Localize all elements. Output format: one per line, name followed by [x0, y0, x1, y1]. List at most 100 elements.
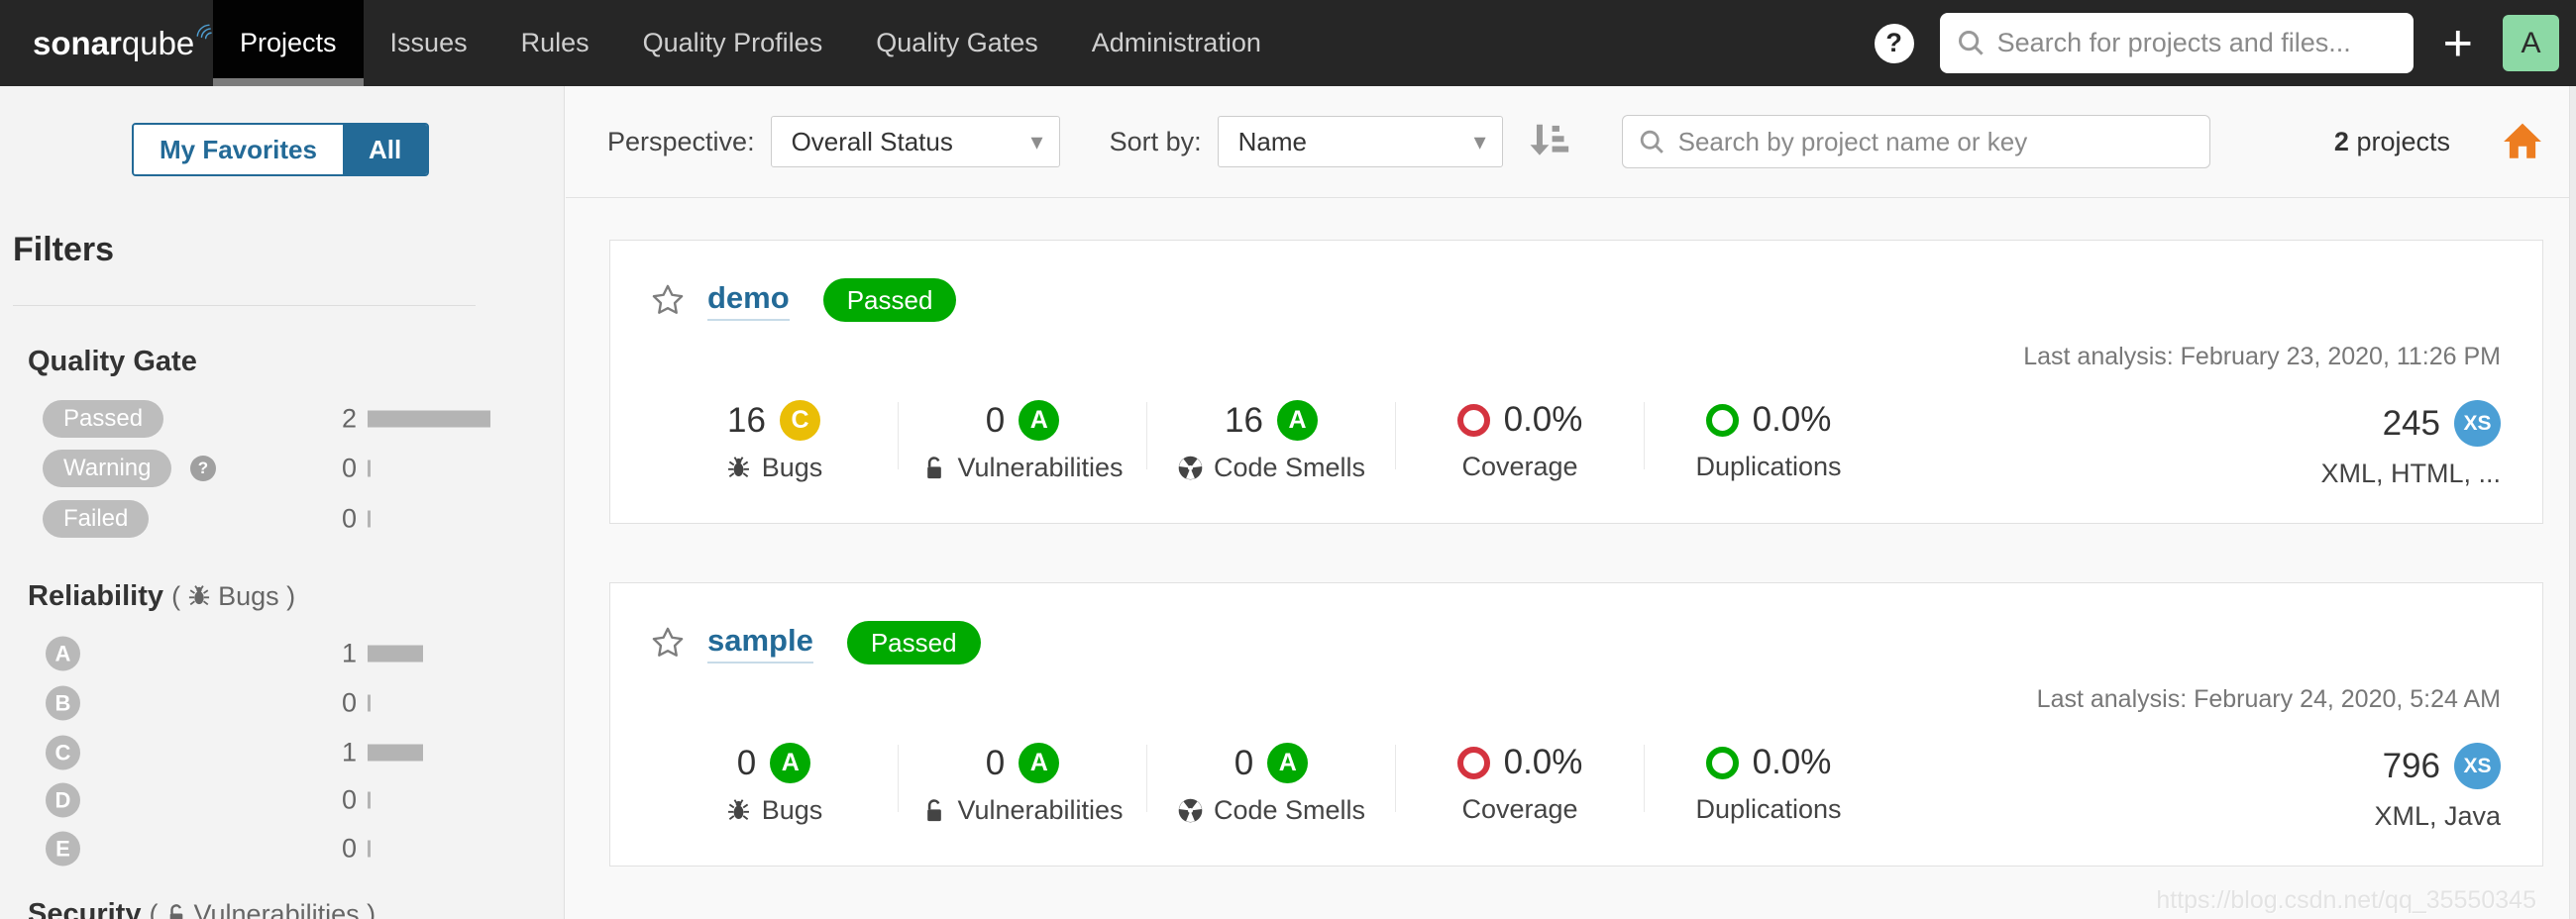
- facet-count: 0: [341, 453, 357, 483]
- code-smells-value[interactable]: 0: [1234, 743, 1254, 782]
- metric-coverage: 0.0% Coverage: [1396, 400, 1644, 482]
- reliability-facet-title: Reliability (Bugs ): [28, 580, 296, 612]
- metric-size: 245 XS XML, HTML, ...: [2320, 400, 2501, 489]
- metric-code-smells: 16 A Code Smells: [1147, 400, 1395, 483]
- nav-item-rules[interactable]: Rules: [520, 28, 590, 57]
- star-icon: [652, 284, 684, 314]
- scrollbar[interactable]: [2569, 86, 2576, 919]
- filters-sidebar: My Favorites All Filters Quality Gate Pa…: [0, 86, 565, 919]
- metric-vulnerabilities: 0 A Vulnerabilities: [899, 743, 1146, 826]
- duplications-value[interactable]: 0.0%: [1752, 743, 1832, 781]
- facet-row-reliability-c: C 1: [0, 728, 564, 777]
- facet-count: 0: [341, 833, 357, 864]
- facet-rating-b[interactable]: B: [46, 685, 80, 721]
- perspective-select[interactable]: Overall Status ▾: [770, 116, 1060, 167]
- nav-item-administration[interactable]: Administration: [1091, 28, 1261, 57]
- bugs-value[interactable]: 16: [727, 400, 766, 440]
- lines-of-code-value[interactable]: 796: [2382, 746, 2440, 785]
- star-icon: [652, 627, 684, 657]
- quality-gate-facet-title: Quality Gate: [28, 346, 197, 377]
- global-search-input[interactable]: [1939, 13, 2414, 73]
- nav-item-quality-gates[interactable]: Quality Gates: [876, 28, 1038, 57]
- metric-bugs: 0 A Bugs: [650, 743, 898, 826]
- project-link[interactable]: sample: [707, 623, 813, 664]
- facet-bar: [368, 694, 371, 712]
- status-badge: Passed: [846, 621, 981, 664]
- all-button[interactable]: All: [342, 125, 428, 174]
- facet-bar: [368, 840, 371, 858]
- help-icon[interactable]: ?: [1874, 23, 1914, 63]
- facet-row-reliability-e: E 0: [0, 824, 564, 873]
- bugs-label: Bugs: [725, 453, 822, 483]
- lines-of-code-value[interactable]: 245: [2382, 403, 2440, 443]
- nav-item-quality-profiles[interactable]: Quality Profiles: [642, 28, 823, 57]
- coverage-value[interactable]: 0.0%: [1503, 743, 1583, 781]
- warning-help-icon[interactable]: ?: [190, 456, 216, 481]
- measure-row: 16 C Bugs 0 A Vulnerabilities: [650, 400, 2501, 489]
- vulnerabilities-value[interactable]: 0: [985, 400, 1006, 440]
- bugs-label: Bugs: [725, 795, 822, 826]
- vulnerabilities-value[interactable]: 0: [985, 743, 1006, 782]
- security-facet-subtitle: (Vulnerabilities ): [150, 899, 376, 919]
- metric-coverage: 0.0% Coverage: [1396, 743, 1644, 825]
- bugs-value[interactable]: 0: [736, 743, 757, 782]
- perspective-value: Overall Status: [791, 126, 953, 156]
- separator: [1146, 745, 1147, 812]
- code-smells-rating-badge: A: [1276, 400, 1318, 441]
- duplications-value[interactable]: 0.0%: [1752, 400, 1832, 439]
- facet-row-reliability-a: A 1: [0, 629, 564, 678]
- logo-swoosh-icon: [196, 24, 213, 39]
- facet-count: 0: [341, 503, 357, 534]
- facet-row-reliability-d: D 0: [0, 775, 564, 825]
- facet-count: 0: [341, 784, 357, 815]
- facet-rating-a[interactable]: A: [46, 636, 80, 671]
- nav-item-issues[interactable]: Issues: [389, 28, 468, 57]
- main-nav: Projects Issues Rules Quality Profiles Q…: [213, 0, 1288, 86]
- sort-select[interactable]: Name ▾: [1217, 116, 1503, 167]
- my-favorites-button[interactable]: My Favorites: [134, 125, 343, 174]
- facet-bar: [368, 410, 490, 428]
- favorite-star-button[interactable]: [650, 625, 686, 661]
- metric-duplications: 0.0% Duplications: [1645, 400, 1892, 482]
- facet-row-passed: Passed 2: [0, 394, 564, 444]
- facet-rating-e[interactable]: E: [46, 831, 80, 867]
- sort-order-button[interactable]: [1525, 119, 1570, 164]
- facet-warning-pill[interactable]: Warning: [43, 450, 172, 487]
- metric-code-smells: 0 A Code Smells: [1147, 743, 1395, 826]
- coverage-label: Coverage: [1461, 452, 1578, 481]
- global-search: [1939, 13, 2414, 73]
- code-smells-rating-badge: A: [1267, 743, 1309, 783]
- code-smell-icon: [1178, 798, 1203, 823]
- reliability-facet-subtitle: (Bugs ): [171, 581, 296, 611]
- size-rating-badge: XS: [2454, 400, 2501, 447]
- coverage-value[interactable]: 0.0%: [1503, 400, 1583, 439]
- project-search-input[interactable]: [1621, 115, 2210, 168]
- project-link[interactable]: demo: [707, 280, 790, 321]
- separator: [1395, 402, 1396, 469]
- duplications-ring-icon: [1705, 746, 1739, 779]
- facet-bar: [368, 460, 371, 477]
- bug-icon: [727, 799, 749, 821]
- separator: [1146, 402, 1147, 469]
- nav-item-projects[interactable]: Projects: [213, 0, 364, 86]
- sort-by-label: Sort by:: [1109, 126, 1202, 156]
- languages-label: XML, Java: [2374, 801, 2501, 831]
- chevron-down-icon: ▾: [1473, 128, 1486, 155]
- separator: [1395, 745, 1396, 812]
- facet-failed-pill[interactable]: Failed: [43, 500, 150, 538]
- favorite-star-button[interactable]: [650, 282, 686, 318]
- vulnerabilities-label: Vulnerabilities: [921, 453, 1124, 483]
- sonarqube-logo[interactable]: sonar qube: [0, 0, 213, 86]
- facet-passed-pill[interactable]: Passed: [43, 400, 164, 438]
- plus-icon[interactable]: +: [2442, 14, 2473, 72]
- home-icon: [2504, 123, 2541, 158]
- bugs-rating-badge: C: [779, 400, 820, 441]
- duplications-label: Duplications: [1695, 452, 1842, 481]
- home-button[interactable]: [2502, 121, 2543, 162]
- facet-rating-d[interactable]: D: [46, 782, 80, 818]
- facet-rating-c[interactable]: C: [46, 735, 80, 770]
- avatar[interactable]: A: [2503, 15, 2559, 71]
- code-smells-value[interactable]: 16: [1225, 400, 1263, 440]
- bugs-rating-badge: A: [770, 743, 811, 783]
- logo-text-bold: sonar: [33, 24, 122, 61]
